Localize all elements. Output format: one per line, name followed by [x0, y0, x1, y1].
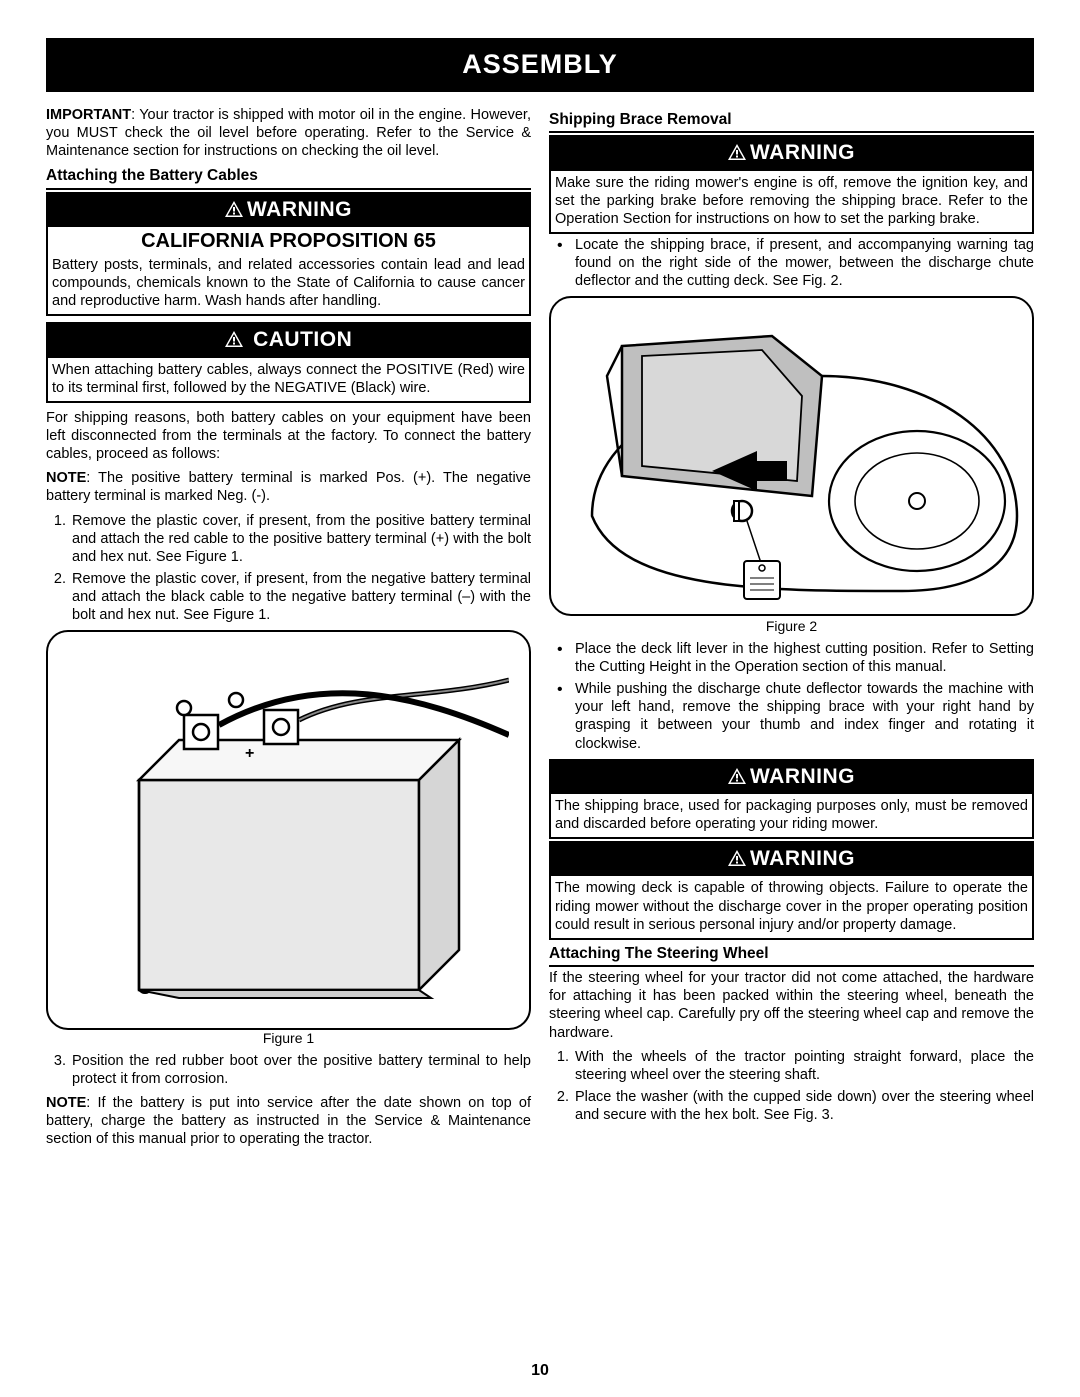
warning-3-body: The shipping brace, used for packaging p…: [555, 797, 1028, 833]
shipping-bullet-2: Place the deck lift lever in the highest…: [549, 640, 1034, 676]
steering-step-1: With the wheels of the tractor pointing …: [573, 1048, 1034, 1084]
battery-step-3: Position the red rubber boot over the po…: [70, 1052, 531, 1088]
warning-banner-3: WARNING: [551, 761, 1032, 794]
warning-banner-2: WARNING: [551, 137, 1032, 170]
left-column: IMPORTANT: Your tractor is shipped with …: [46, 106, 531, 1154]
battery-steps-2: Position the red rubber boot over the po…: [46, 1052, 531, 1088]
battery-note1: NOTE: The positive battery terminal is m…: [46, 469, 531, 505]
warning-icon: [225, 201, 243, 217]
warning-icon: [728, 768, 746, 784]
shipping-bullets-2: Place the deck lift lever in the highest…: [549, 640, 1034, 753]
columns: IMPORTANT: Your tractor is shipped with …: [46, 106, 1034, 1154]
prop65-title: CALIFORNIA PROPOSITION 65: [52, 229, 525, 254]
subhead-steering: Attaching The Steering Wheel: [549, 944, 1034, 967]
prop65-body: Battery posts, terminals, and related ac…: [52, 256, 525, 310]
warning-3-label: WARNING: [750, 765, 855, 788]
subhead-battery: Attaching the Battery Cables: [46, 166, 531, 189]
steering-steps: With the wheels of the tractor pointing …: [549, 1048, 1034, 1125]
warning-icon: [225, 331, 243, 347]
page-title: ASSEMBLY: [462, 48, 618, 82]
svg-text:+: +: [245, 745, 254, 762]
warning-2-label: WARNING: [750, 141, 855, 164]
figure-2-illustration: [562, 306, 1022, 606]
warning-banner-4: WARNING: [551, 843, 1032, 876]
figure-1-frame: +: [46, 630, 531, 1030]
steering-para: If the steering wheel for your tractor d…: [549, 969, 1034, 1042]
figure-1-illustration: +: [69, 640, 509, 1020]
battery-step-1: Remove the plastic cover, if present, fr…: [70, 512, 531, 566]
shipping-bullet-3: While pushing the discharge chute deflec…: [549, 680, 1034, 753]
caution-body: When attaching battery cables, always co…: [52, 361, 525, 397]
right-column: Shipping Brace Removal WARNING Make sure…: [549, 106, 1034, 1154]
page: ASSEMBLY IMPORTANT: Your tractor is ship…: [0, 0, 1080, 1397]
warning-box-4: WARNING The mowing deck is capable of th…: [549, 841, 1034, 940]
warning-4-body: The mowing deck is capable of throwing o…: [555, 879, 1028, 933]
page-number: 10: [0, 1361, 1080, 1381]
battery-steps-1: Remove the plastic cover, if present, fr…: [46, 512, 531, 625]
warning-1-label: WARNING: [247, 198, 352, 221]
important-para: IMPORTANT: Your tractor is shipped with …: [46, 106, 531, 160]
figure-1-caption: Figure 1: [46, 1030, 531, 1048]
battery-step-2: Remove the plastic cover, if present, fr…: [70, 570, 531, 624]
warning-box-2: WARNING Make sure the riding mower's eng…: [549, 135, 1034, 234]
steering-step-2: Place the washer (with the cupped side d…: [573, 1088, 1034, 1124]
warning-box-3: WARNING The shipping brace, used for pac…: [549, 759, 1034, 840]
caution-label: CAUTION: [253, 328, 352, 351]
battery-intro: For shipping reasons, both battery cable…: [46, 409, 531, 463]
warning-icon: [728, 144, 746, 160]
shipping-bullets-1: Locate the shipping brace, if present, a…: [549, 236, 1034, 290]
warning-2-body: Make sure the riding mower's engine is o…: [555, 174, 1028, 228]
shipping-bullet-1: Locate the shipping brace, if present, a…: [549, 236, 1034, 290]
warning-icon: [728, 850, 746, 866]
figure-2-caption: Figure 2: [549, 618, 1034, 636]
prop65-box: WARNING CALIFORNIA PROPOSITION 65 Batter…: [46, 192, 531, 317]
caution-box: CAUTION When attaching battery cables, a…: [46, 322, 531, 403]
figure-2-frame: [549, 296, 1034, 616]
subhead-shipping: Shipping Brace Removal: [549, 110, 1034, 133]
warning-banner-1: WARNING: [48, 194, 529, 227]
caution-banner: CAUTION: [48, 324, 529, 357]
header-band: ASSEMBLY: [46, 38, 1034, 92]
warning-4-label: WARNING: [750, 847, 855, 870]
battery-note2: NOTE: If the battery is put into service…: [46, 1094, 531, 1148]
